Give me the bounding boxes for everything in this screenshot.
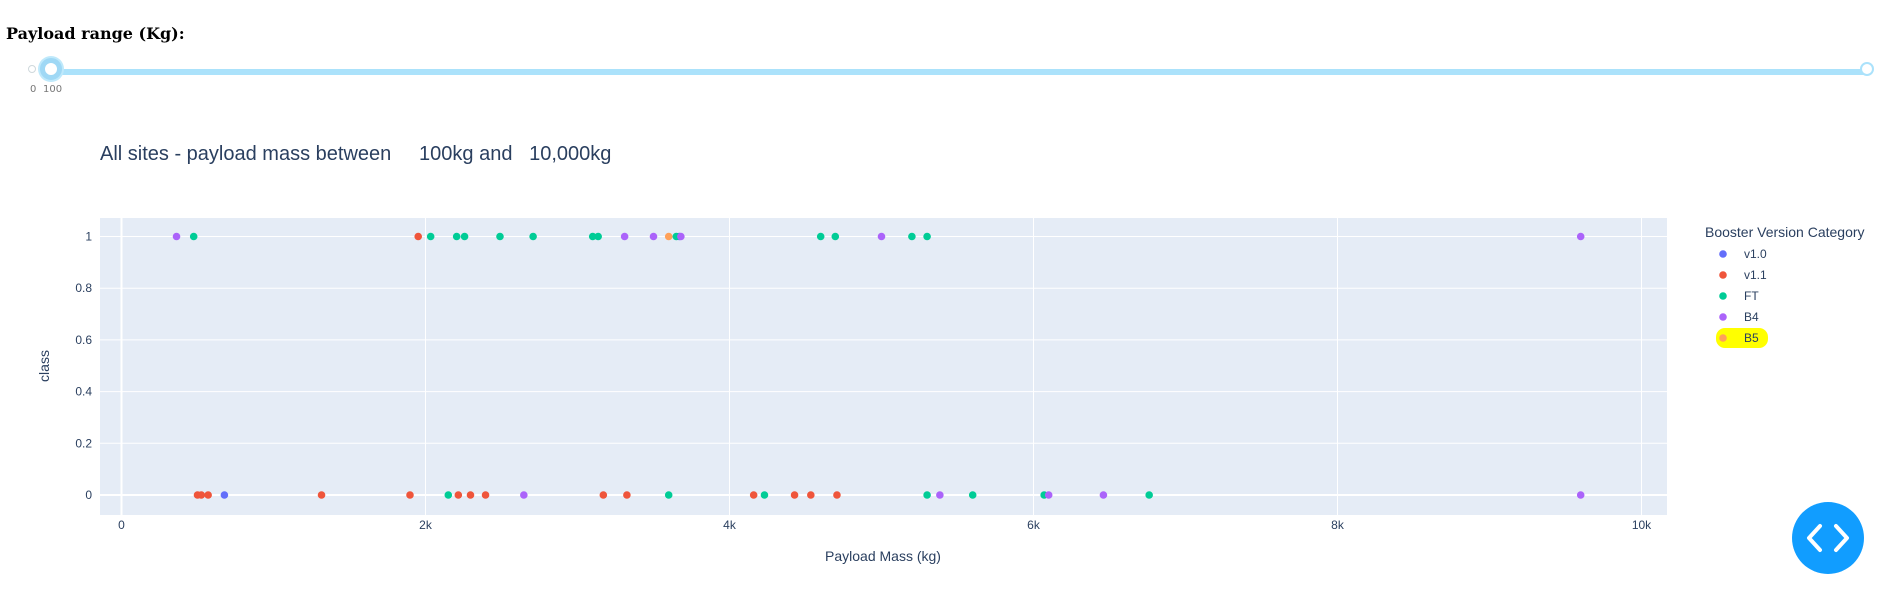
x-tick-label: 0: [118, 518, 125, 532]
data-point-v1-1[interactable]: [406, 491, 414, 499]
data-point-ft[interactable]: [908, 232, 916, 241]
data-point-v1-1[interactable]: [790, 491, 799, 499]
data-point-b4[interactable]: [172, 232, 181, 241]
legend-highlight: [1716, 328, 1768, 348]
legend-item-v1-0[interactable]: v1.0: [1719, 247, 1767, 261]
chart-title: All sites - payload mass between 100kg a…: [100, 143, 612, 165]
legend-marker: [1719, 250, 1727, 258]
legend-item-b4[interactable]: B4: [1719, 310, 1759, 324]
data-point-ft[interactable]: [189, 232, 198, 241]
data-point-ft[interactable]: [923, 232, 931, 241]
data-point-ft[interactable]: [444, 491, 453, 499]
data-point-ft[interactable]: [594, 232, 602, 241]
legend-marker: [1719, 334, 1727, 342]
data-point-ft[interactable]: [460, 232, 469, 241]
data-point-ft[interactable]: [529, 232, 537, 241]
legend: Booster Version Category v1.0 v1.1 FT B4 B5: [1705, 224, 1865, 348]
data-point-b4[interactable]: [1576, 491, 1585, 499]
data-point-v1-1[interactable]: [807, 491, 815, 499]
plot-area: [100, 218, 1667, 515]
data-point-ft[interactable]: [816, 232, 825, 241]
data-point-b4[interactable]: [520, 491, 528, 499]
y-tick-label: 1: [85, 230, 92, 244]
legend-marker: [1719, 271, 1727, 279]
data-point-v1-1[interactable]: [414, 232, 423, 241]
y-tick-label: 0.8: [75, 281, 92, 295]
slider-tick-value: 100: [43, 84, 63, 95]
data-point-b4[interactable]: [649, 232, 658, 241]
data-point-v1-1[interactable]: [317, 491, 326, 499]
legend-title: Booster Version Category: [1705, 224, 1865, 240]
code-icon: [1807, 524, 1849, 552]
y-tick-label: 0.4: [75, 385, 92, 399]
data-point-b4[interactable]: [877, 232, 886, 241]
x-tick-label: 4k: [723, 518, 737, 532]
y-tick-label: 0.6: [75, 333, 92, 347]
data-point-ft[interactable]: [831, 232, 840, 241]
legend-label: FT: [1744, 289, 1759, 303]
data-point-v1-1[interactable]: [197, 491, 206, 499]
payload-range-slider[interactable]: 0 100: [0, 58, 1891, 98]
data-point-ft[interactable]: [923, 491, 931, 499]
legend-marker: [1719, 313, 1727, 321]
data-point-v1-0[interactable]: [220, 491, 229, 499]
code-toggle-button[interactable]: [1792, 502, 1864, 574]
legend-marker: [1719, 292, 1727, 300]
x-tick-label: 8k: [1331, 518, 1345, 532]
x-tick-label: 6k: [1027, 518, 1041, 532]
legend-label: B5: [1744, 331, 1759, 345]
data-point-ft[interactable]: [452, 232, 461, 241]
data-point-ft[interactable]: [664, 491, 673, 499]
slider-upper-handle[interactable]: [1860, 62, 1874, 76]
data-point-b4[interactable]: [936, 491, 944, 499]
legend-item-v1-1[interactable]: v1.1: [1719, 268, 1767, 282]
legend-item-ft[interactable]: FT: [1719, 289, 1759, 303]
x-tick-label: 2k: [419, 518, 433, 532]
data-point-b4[interactable]: [1044, 491, 1053, 499]
data-point-ft[interactable]: [760, 491, 769, 499]
data-point-ft[interactable]: [1145, 491, 1153, 499]
data-point-v1-1[interactable]: [481, 491, 490, 499]
legend-item-b5[interactable]: B5: [1716, 328, 1768, 348]
data-point-b4[interactable]: [620, 232, 629, 241]
data-point-ft[interactable]: [968, 491, 977, 499]
slider-lower-handle[interactable]: [40, 58, 62, 80]
data-point-b4[interactable]: [1576, 232, 1585, 241]
data-point-b4[interactable]: [1099, 491, 1108, 499]
data-point-v1-1[interactable]: [749, 491, 758, 499]
legend-label: B4: [1744, 310, 1759, 324]
data-point-ft[interactable]: [496, 232, 504, 241]
data-point-b4[interactable]: [677, 232, 685, 241]
legend-label: v1.0: [1744, 247, 1767, 261]
slider-tick-min: 0: [30, 84, 37, 95]
data-point-v1-1[interactable]: [623, 491, 631, 499]
data-point-ft[interactable]: [426, 232, 435, 241]
y-axis-label: class: [36, 350, 52, 382]
data-point-v1-1[interactable]: [466, 491, 475, 499]
y-tick-label: 0.2: [75, 436, 92, 450]
data-point-b5[interactable]: [664, 232, 673, 241]
y-tick-label: 0: [85, 488, 92, 502]
slider-rail[interactable]: [50, 69, 1868, 75]
data-point-ft[interactable]: [588, 232, 597, 241]
x-tick-label: 10k: [1632, 518, 1652, 532]
data-point-v1-1[interactable]: [833, 491, 841, 499]
data-point-v1-1[interactable]: [204, 491, 212, 499]
data-point-v1-1[interactable]: [454, 491, 463, 499]
legend-label: v1.1: [1744, 268, 1767, 282]
data-point-v1-1[interactable]: [599, 491, 608, 499]
slider-min-mark: [28, 65, 36, 73]
x-axis-label: Payload Mass (kg): [825, 548, 941, 564]
payload-range-label: Payload range (Kg):: [6, 24, 185, 43]
